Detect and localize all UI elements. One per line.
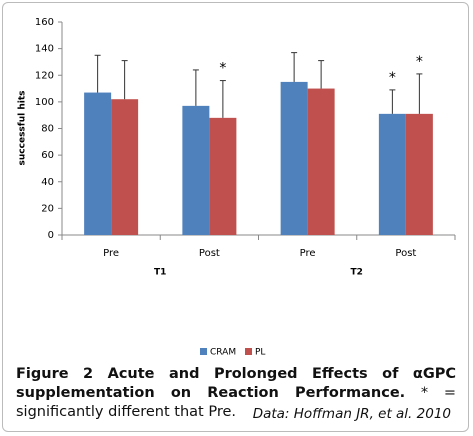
bar (84, 92, 112, 236)
legend-label: PL (255, 348, 265, 358)
y-tick-label: 100 (35, 97, 54, 108)
bar (209, 117, 237, 235)
x-tick-label: Pre (300, 248, 316, 259)
y-axis-label: successful hits (18, 91, 28, 166)
legend-swatch (245, 348, 252, 355)
y-tick-label: 120 (35, 70, 54, 81)
y-tick-label: 80 (41, 124, 54, 135)
y-tick-label: 40 (41, 177, 54, 188)
caption: Figure 2 Acute and Prolonged Effects of … (16, 365, 456, 422)
y-tick-label: 60 (41, 150, 54, 161)
group-label: T1 (154, 268, 166, 278)
bar (378, 113, 406, 235)
x-tick-label: Post (395, 248, 416, 259)
caption-text: * = significantly different that Pre. (16, 385, 456, 420)
y-tick-label: 0 (48, 230, 54, 241)
significance-mark: * (389, 70, 396, 86)
y-tick-label: 160 (35, 17, 54, 28)
significance-mark: * (416, 54, 423, 70)
x-tick-label: Post (199, 248, 220, 259)
y-tick-label: 20 (41, 203, 54, 214)
legend-swatch (200, 348, 207, 355)
legend-label: CRAM (210, 348, 236, 358)
group-label: T2 (351, 268, 363, 278)
x-tick-label: Pre (103, 248, 119, 259)
bar (280, 81, 308, 235)
source: Data: Hoffman JR, et al. 2010 (252, 406, 451, 422)
frame (2, 2, 469, 432)
significance-mark: * (219, 61, 226, 77)
bar (182, 105, 210, 236)
y-tick-label: 140 (35, 44, 54, 55)
bar (405, 113, 433, 235)
bar (307, 88, 335, 235)
bar (111, 99, 139, 236)
caption-bold: Figure 2 Acute and Prolonged Effects of … (16, 366, 456, 401)
